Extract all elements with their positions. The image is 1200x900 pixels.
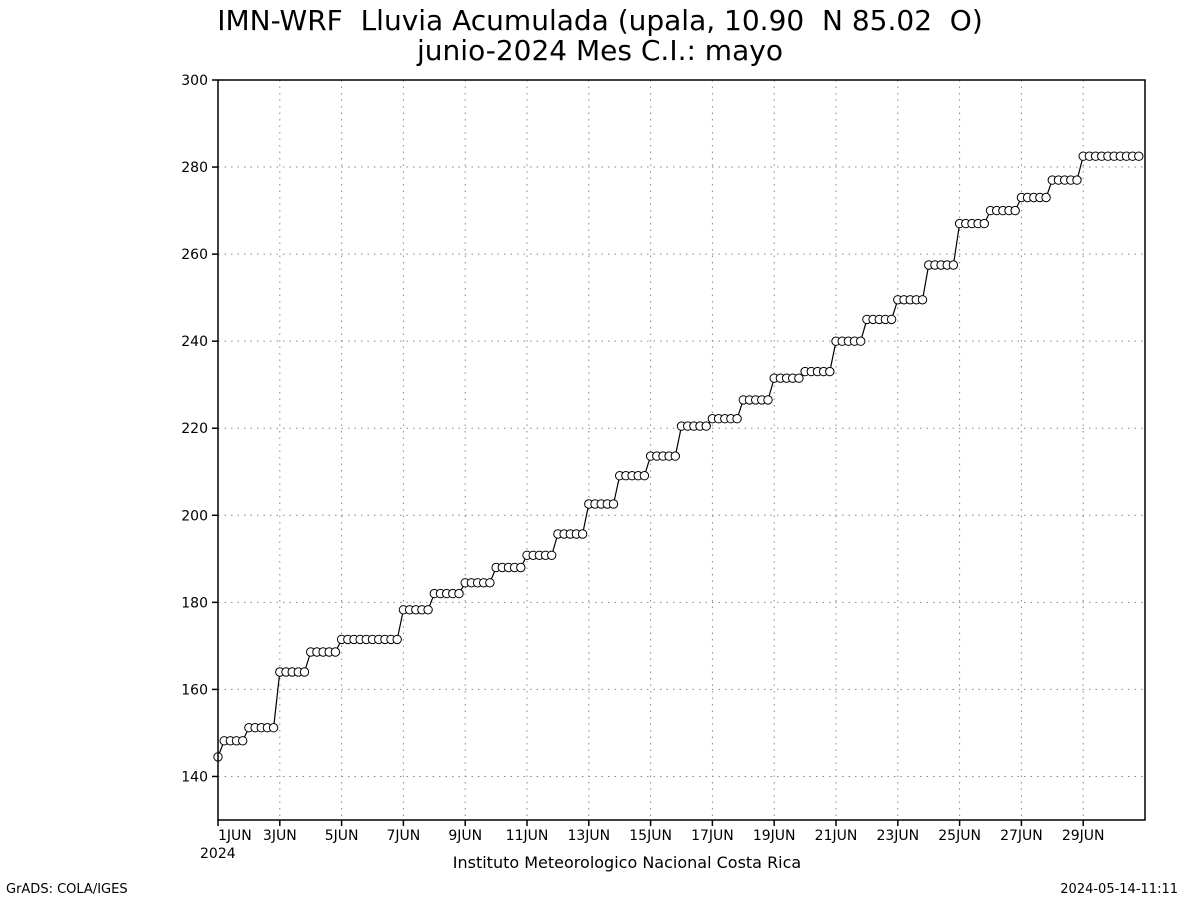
chart-title: IMN-WRF Lluvia Acumulada (upala, 10.90 N…	[217, 4, 983, 37]
chart-subtitle: junio-2024 Mes C.I.: mayo	[417, 34, 783, 67]
y-axis: 140 160 180 200 220 240 260 280 300	[181, 73, 218, 785]
y-tick-label: 220	[181, 421, 208, 437]
grads-credit: GrADS: COLA/IGES	[6, 882, 128, 897]
y-tick-label: 240	[181, 334, 208, 350]
data-point	[670, 451, 680, 461]
x-tick-label: 23JUN	[876, 828, 919, 844]
data-point	[330, 647, 341, 657]
data-point	[238, 736, 248, 746]
data-point	[856, 336, 866, 346]
data-point	[886, 314, 897, 325]
plot-frame	[217, 79, 1146, 821]
data-point	[979, 218, 989, 229]
data-point	[948, 260, 959, 270]
data-point	[794, 373, 804, 383]
data-point	[1010, 205, 1020, 216]
x-tick-label: 19JUN	[753, 828, 796, 844]
series-accumulated-rain	[213, 151, 1144, 762]
data-point	[1041, 192, 1051, 203]
x-tick-label: 13JUN	[567, 828, 610, 844]
y-tick-label: 280	[181, 160, 208, 176]
x-tick-year: 2024	[200, 846, 236, 862]
y-tick-label: 260	[181, 247, 208, 263]
x-tick-label: 21JUN	[815, 828, 858, 844]
x-tick-label: 27JUN	[1000, 828, 1043, 844]
y-tick-label: 140	[181, 769, 208, 785]
x-tick-label: 15JUN	[629, 828, 672, 844]
data-point	[423, 605, 433, 615]
y-tick-label: 160	[181, 682, 208, 698]
y-tick-label: 200	[181, 508, 208, 524]
timestamp: 2024-05-14-11:11	[1060, 882, 1178, 897]
data-point	[1072, 175, 1082, 185]
x-tick-label: 17JUN	[691, 828, 734, 844]
x-tick-label: 11JUN	[506, 828, 549, 844]
data-point	[1134, 151, 1144, 161]
y-tick-label: 180	[181, 595, 208, 611]
data-point	[547, 550, 557, 560]
data-point	[392, 634, 402, 645]
data-point	[639, 471, 650, 481]
data-point	[608, 499, 619, 509]
footer-institution: Instituto Meteorologico Nacional Costa R…	[452, 853, 802, 872]
x-tick-label: 29JUN	[1062, 828, 1105, 844]
x-axis: 1JUN 2024 3JUN 5JUN 7JUN 9JUN 11JUN 13JUN 15JUN 1…	[200, 820, 1105, 862]
data-point	[577, 529, 588, 539]
data-point	[485, 578, 495, 588]
x-tick-label: 25JUN	[938, 828, 981, 844]
data-point	[454, 588, 464, 599]
data-point	[825, 366, 835, 377]
x-tick-label: 9JUN	[448, 828, 482, 844]
data-point	[917, 295, 928, 305]
x-tick-label: 5JUN	[325, 828, 359, 844]
data-point	[701, 421, 711, 431]
x-tick-label: 3JUN	[263, 828, 297, 844]
data-point	[516, 562, 526, 573]
data-point	[763, 395, 773, 405]
y-tick-label: 300	[181, 73, 208, 89]
data-point	[268, 723, 279, 733]
x-tick-label: 7JUN	[387, 828, 421, 844]
data-point	[299, 667, 310, 677]
grid-lines	[218, 80, 1145, 820]
data-point	[732, 414, 742, 424]
x-tick-label: 1JUN	[218, 828, 252, 844]
